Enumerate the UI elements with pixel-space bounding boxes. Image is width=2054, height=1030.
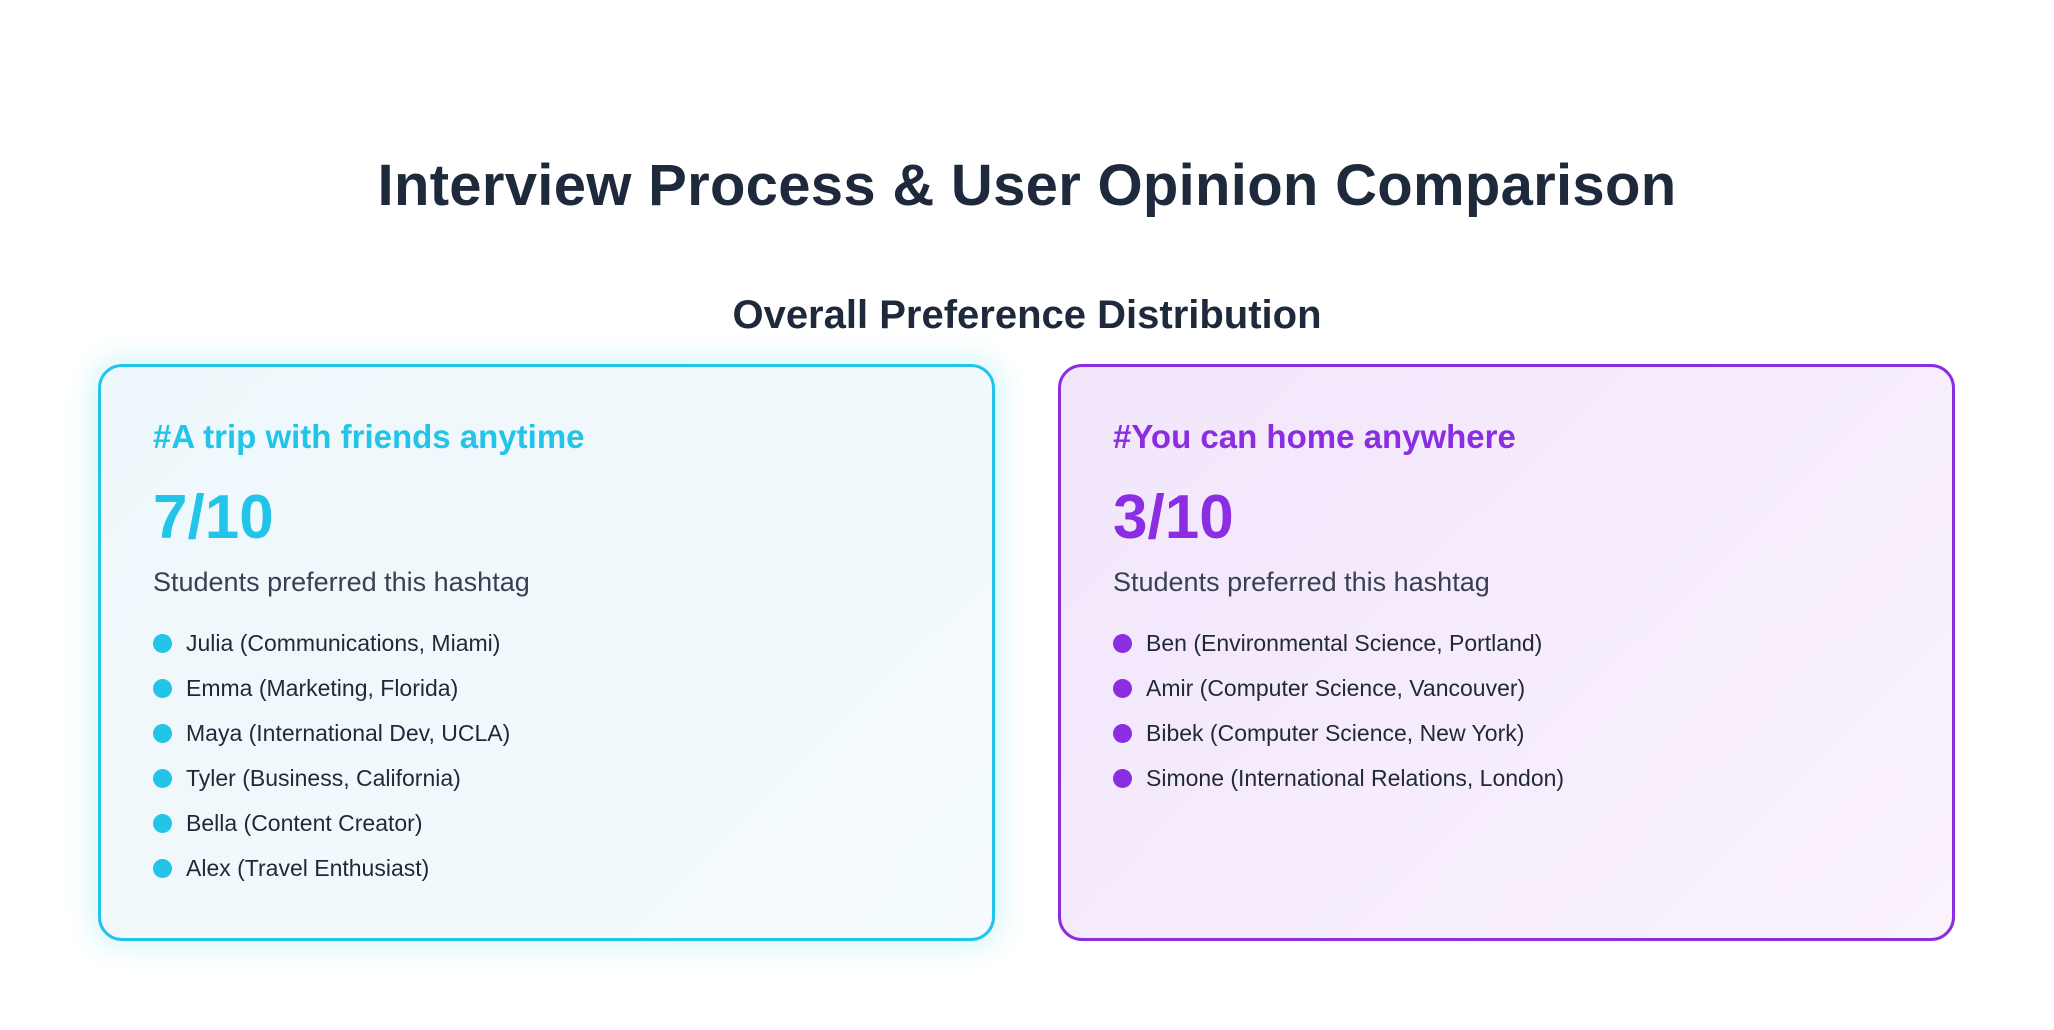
student-list: Ben (Environmental Science, Portland) Am…	[1113, 621, 1900, 801]
bullet-dot-icon	[153, 769, 172, 788]
list-item: Amir (Computer Science, Vancouver)	[1113, 666, 1900, 711]
student-name: Alex (Travel Enthusiast)	[186, 855, 430, 881]
bullet-dot-icon	[1113, 769, 1132, 788]
bullet-dot-icon	[153, 634, 172, 653]
list-item: Julia (Communications, Miami)	[153, 621, 940, 666]
student-name: Tyler (Business, California)	[186, 765, 461, 791]
list-item: Alex (Travel Enthusiast)	[153, 846, 940, 891]
list-item: Maya (International Dev, UCLA)	[153, 711, 940, 756]
list-item: Emma (Marketing, Florida)	[153, 666, 940, 711]
section-title: Overall Preference Distribution	[732, 293, 1322, 338]
student-name: Ben (Environmental Science, Portland)	[1146, 630, 1543, 656]
hashtag-card-home-anywhere: #You can home anywhere 3/10 Students pre…	[1058, 364, 1955, 941]
card-caption: Students preferred this hashtag	[153, 567, 530, 597]
card-score: 7/10	[153, 483, 274, 552]
bullet-dot-icon	[153, 724, 172, 743]
student-name: Maya (International Dev, UCLA)	[186, 720, 511, 746]
bullet-dot-icon	[1113, 724, 1132, 743]
student-name: Bella (Content Creator)	[186, 810, 423, 836]
student-name: Simone (International Relations, London)	[1146, 765, 1565, 791]
student-name: Bibek (Computer Science, New York)	[1146, 720, 1525, 746]
bullet-dot-icon	[1113, 679, 1132, 698]
list-item: Tyler (Business, California)	[153, 756, 940, 801]
bullet-dot-icon	[153, 859, 172, 878]
bullet-dot-icon	[153, 679, 172, 698]
list-item: Ben (Environmental Science, Portland)	[1113, 621, 1900, 666]
list-item: Simone (International Relations, London)	[1113, 756, 1900, 801]
card-hashtag: #You can home anywhere	[1113, 418, 1516, 455]
student-name: Amir (Computer Science, Vancouver)	[1146, 675, 1526, 701]
list-item: Bibek (Computer Science, New York)	[1113, 711, 1900, 756]
student-name: Julia (Communications, Miami)	[186, 630, 501, 656]
student-list: Julia (Communications, Miami) Emma (Mark…	[153, 621, 940, 891]
hashtag-card-trip-with-friends: #A trip with friends anytime 7/10 Studen…	[98, 364, 995, 941]
student-name: Emma (Marketing, Florida)	[186, 675, 459, 701]
bullet-dot-icon	[153, 814, 172, 833]
card-caption: Students preferred this hashtag	[1113, 567, 1490, 597]
list-item: Bella (Content Creator)	[153, 801, 940, 846]
page-title: Interview Process & User Opinion Compari…	[377, 152, 1677, 218]
card-score: 3/10	[1113, 483, 1234, 552]
bullet-dot-icon	[1113, 634, 1132, 653]
card-hashtag: #A trip with friends anytime	[153, 418, 585, 455]
